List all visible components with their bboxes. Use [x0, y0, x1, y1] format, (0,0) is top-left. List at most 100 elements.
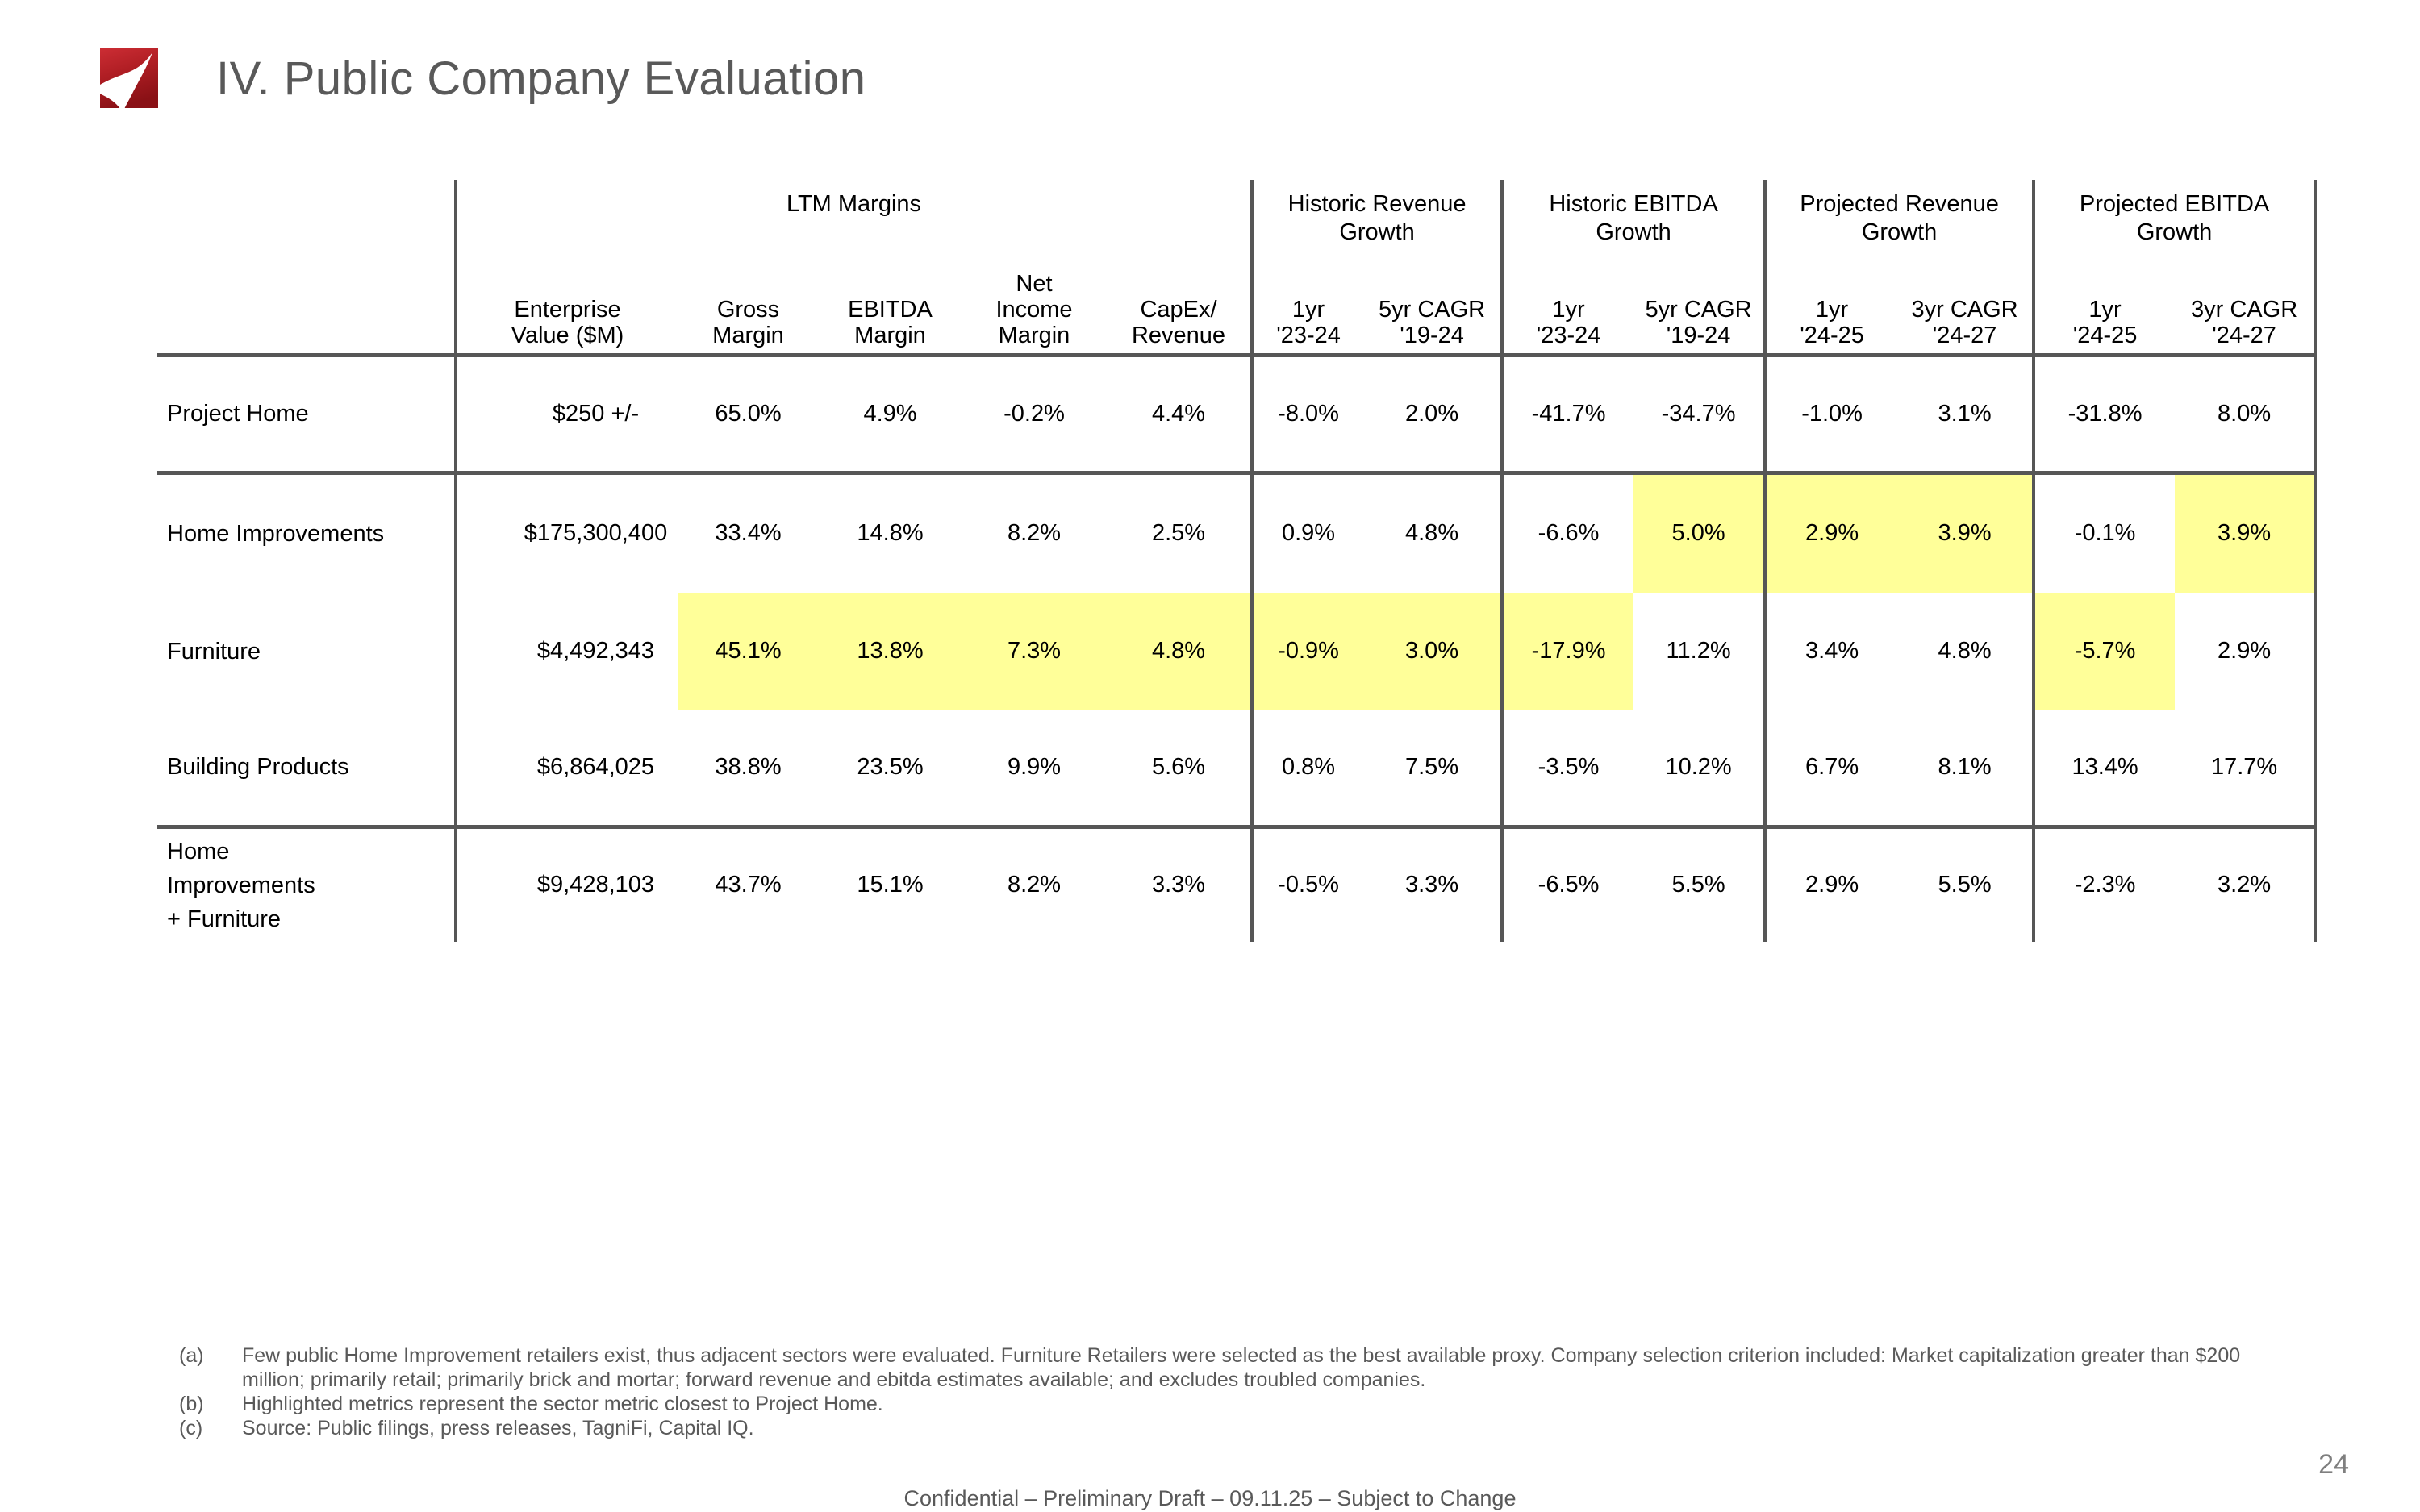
footnote-marker: (c) — [179, 1417, 203, 1439]
logo-swoosh — [97, 52, 152, 111]
metric-cell: 4.8% — [1363, 473, 1504, 593]
row-label: Building Products — [157, 710, 457, 829]
metric-cell-highlighted: 2.9% — [1765, 473, 1898, 593]
metric-cell: -41.7% — [1502, 355, 1634, 475]
metric-cell: -31.8% — [2034, 355, 2176, 475]
metric-cell-highlighted: 5.0% — [1634, 473, 1767, 593]
metric-cell: 3.3% — [1363, 827, 1504, 942]
footnote-text: Few public Home Improvement retailers ex… — [242, 1344, 2241, 1391]
col-header-capex-revenue: CapEx/ Revenue — [1107, 269, 1254, 357]
row-label: Home Improvements + Furniture — [157, 827, 457, 942]
group-header-projected-ebitda-growth: Projected EBITDA Growth — [2034, 180, 2318, 269]
metric-cell: 0.9% — [1281, 520, 1336, 547]
metric-cell-highlighted: 3.0% — [1363, 593, 1504, 710]
confidentiality-footer: Confidential – Preliminary Draft – 09.11… — [903, 1486, 1517, 1510]
metric-cell-highlighted: -0.9% — [1252, 593, 1364, 710]
footnote-b: (b) Highlighted metrics represent the se… — [179, 1392, 2264, 1416]
metric-cell: -34.7% — [1634, 355, 1767, 475]
group-header-historic-revenue-growth: Historic Revenue Growth — [1252, 180, 1504, 269]
footnotes: (a) Few public Home Improvement retailer… — [179, 1343, 2264, 1440]
metric-cell: 4.4% — [1107, 355, 1254, 475]
metric-cell: 0.8% — [1252, 710, 1364, 829]
public-company-comparables-table: LTM Margins Historic Revenue Growth Hist… — [157, 180, 2318, 942]
table-row-furniture: Furniture $4,492,343 45.1% 13.8% 7.3% 4.… — [157, 593, 2318, 710]
metric-cell: 8.0% — [2175, 355, 2318, 475]
metric-cell: 4.9% — [819, 355, 962, 475]
footnote-c: (c) Source: Public filings, press releas… — [179, 1416, 2264, 1440]
metric-cell: 8.2% — [1007, 872, 1062, 898]
group-header-ltm-margins: LTM Margins — [456, 180, 1254, 269]
metric-cell: $9,428,103 — [536, 872, 655, 898]
col-header-enterprise-value: Enterprise Value ($M) — [456, 269, 678, 357]
corner-cell — [157, 180, 457, 357]
metric-cell-highlighted: -5.7% — [2034, 593, 2176, 710]
metric-cell: 14.8% — [857, 520, 924, 547]
metric-cell: 3.3% — [1107, 827, 1254, 942]
footnote-text: Highlighted metrics represent the sector… — [242, 1393, 883, 1415]
metric-cell: 9.9% — [962, 710, 1107, 829]
col-header-proj-ebitda-3yr-cagr: 3yr CAGR '24-27 — [2175, 269, 2318, 357]
metric-cell: 33.4% — [715, 520, 782, 547]
col-header-proj-rev-1yr: 1yr '24-25 — [1765, 269, 1898, 357]
metric-cell: 3.4% — [1805, 638, 1859, 664]
metric-cell: 5.5% — [1634, 827, 1767, 942]
metric-cell: 2.9% — [1805, 872, 1859, 898]
metric-cell: 8.2% — [1007, 520, 1062, 547]
page-number: 24 — [2318, 1449, 2349, 1480]
table-row-project-home: Project Home $250 +/- 65.0% 4.9% -0.2% 4… — [157, 355, 2318, 475]
row-label: Furniture — [157, 593, 457, 710]
column-header-row: Enterprise Value ($M) Gross Margin EBITD… — [157, 269, 2318, 357]
page-title: IV. Public Company Evaluation — [216, 52, 866, 105]
group-header-projected-revenue-growth: Projected Revenue Growth — [1765, 180, 2036, 269]
metric-cell-highlighted: 3.9% — [2175, 473, 2318, 593]
metric-cell-highlighted: 13.8% — [819, 593, 962, 710]
metric-cell: -6.6% — [1538, 520, 1600, 547]
metric-cell: 3.1% — [1897, 355, 2036, 475]
metric-cell: 3.2% — [2175, 827, 2318, 942]
footnote-a: (a) Few public Home Improvement retailer… — [179, 1343, 2264, 1392]
metric-cell-highlighted: 7.3% — [962, 593, 1107, 710]
metric-cell: 10.2% — [1634, 710, 1767, 829]
metric-cell: 17.7% — [2175, 710, 2318, 829]
col-header-net-income-margin: Net Income Margin — [962, 269, 1107, 357]
row-label: Home Improvements — [157, 473, 457, 593]
col-header-hist-ebitda-1yr: 1yr '23-24 — [1502, 269, 1634, 357]
metric-cell: 5.6% — [1107, 710, 1254, 829]
col-header-hist-ebitda-5yr-cagr: 5yr CAGR '19-24 — [1634, 269, 1767, 357]
col-header-gross-margin: Gross Margin — [678, 269, 819, 357]
col-header-hist-rev-5yr-cagr: 5yr CAGR '19-24 — [1363, 269, 1504, 357]
metric-cell: 38.8% — [678, 710, 819, 829]
metric-cell: 13.4% — [2034, 710, 2176, 829]
footnote-marker: (a) — [179, 1344, 204, 1367]
metric-cell: 2.9% — [2175, 593, 2318, 710]
metric-cell-highlighted: 45.1% — [678, 593, 819, 710]
metric-cell: $6,864,025 — [456, 710, 678, 829]
metric-cell: -6.5% — [1538, 872, 1600, 898]
metric-cell: 23.5% — [819, 710, 962, 829]
company-logo-icon — [97, 48, 158, 111]
metric-cell-highlighted: 3.9% — [1897, 473, 2036, 593]
metric-cell: $4,492,343 — [536, 638, 655, 664]
col-header-hist-rev-1yr: 1yr '23-24 — [1252, 269, 1364, 357]
metric-cell: -2.3% — [2074, 872, 2136, 898]
metric-cell: -3.5% — [1502, 710, 1634, 829]
metric-cell: -1.0% — [1765, 355, 1898, 475]
metric-cell: 65.0% — [678, 355, 819, 475]
footnote-marker: (b) — [179, 1393, 204, 1415]
table-row-home-improvements-plus-furniture: Home Improvements + Furniture $9,428,103… — [157, 827, 2318, 942]
row-label: Project Home — [157, 355, 457, 475]
col-header-ebitda-margin: EBITDA Margin — [819, 269, 962, 357]
col-header-proj-ebitda-1yr: 1yr '24-25 — [2034, 269, 2176, 357]
metric-cell: 4.8% — [1897, 593, 2036, 710]
metric-cell: 2.0% — [1363, 355, 1504, 475]
table-row-building-products: Building Products $6,864,025 38.8% 23.5%… — [157, 710, 2318, 829]
col-header-proj-rev-3yr-cagr: 3yr CAGR '24-27 — [1897, 269, 2036, 357]
footnote-text: Source: Public filings, press releases, … — [242, 1417, 754, 1439]
metric-cell: 43.7% — [715, 872, 782, 898]
metric-cell: -0.2% — [962, 355, 1107, 475]
group-header-historic-ebitda-growth: Historic EBITDA Growth — [1502, 180, 1767, 269]
metric-cell: $250 +/- — [456, 355, 678, 475]
metric-cell: $175,300,400 — [524, 520, 668, 547]
table-row-home-improvements: Home Improvements $175,300,400 33.4% 14.… — [157, 473, 2318, 593]
